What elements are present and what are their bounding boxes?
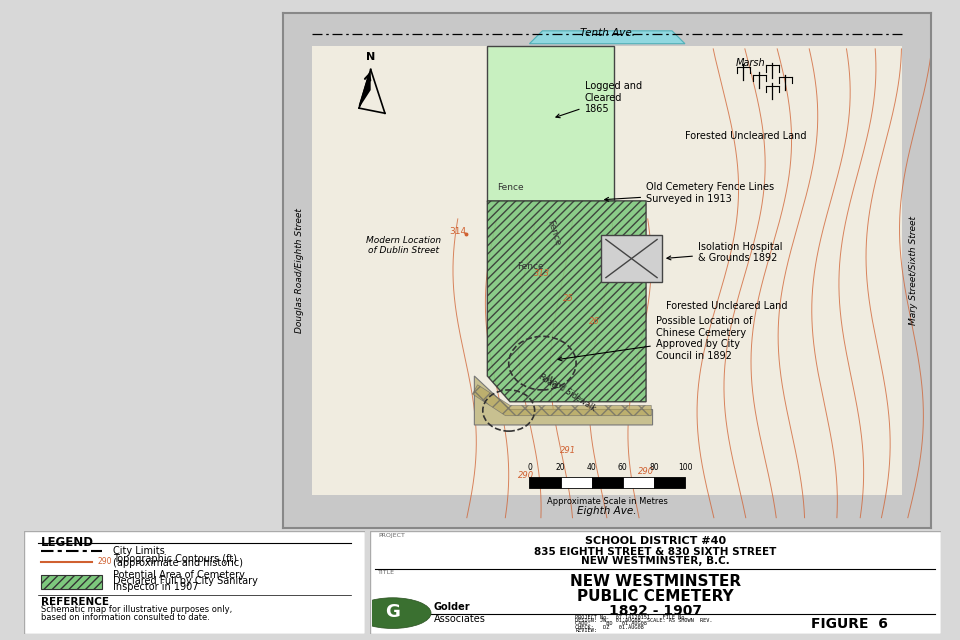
Text: LEGEND: LEGEND — [41, 536, 94, 549]
Text: CHECK:   DZ   01.AUG08: CHECK: DZ 01.AUG08 — [575, 625, 644, 630]
Text: G: G — [385, 604, 400, 621]
Bar — [561, 477, 591, 488]
Text: 314: 314 — [449, 227, 467, 236]
Text: N: N — [366, 52, 375, 61]
Text: Old Cemetery Fence Lines
Surveyed in 1913: Old Cemetery Fence Lines Surveyed in 191… — [605, 182, 774, 204]
Text: Potential Area of Cemetery: Potential Area of Cemetery — [112, 570, 245, 580]
Text: 835 EIGHTH STREET & 830 SIXTH STREET: 835 EIGHTH STREET & 830 SIXTH STREET — [534, 547, 777, 557]
Text: based on information consulted to date.: based on information consulted to date. — [41, 613, 210, 622]
Text: Topographic Contours (ft): Topographic Contours (ft) — [112, 554, 236, 564]
Polygon shape — [359, 70, 371, 108]
Polygon shape — [530, 31, 685, 44]
Bar — [41, 575, 103, 589]
Bar — [283, 13, 931, 46]
Text: 80: 80 — [649, 463, 659, 472]
Bar — [591, 477, 623, 488]
Bar — [902, 13, 931, 528]
Text: (approximate and historic): (approximate and historic) — [112, 558, 243, 568]
Polygon shape — [472, 385, 651, 416]
Text: Isolation Hospital
& Grounds 1892: Isolation Hospital & Grounds 1892 — [667, 241, 782, 263]
Text: Logged and
Cleared
1865: Logged and Cleared 1865 — [556, 81, 641, 118]
Bar — [530, 477, 561, 488]
Circle shape — [354, 598, 431, 628]
Text: Road: Road — [537, 372, 559, 390]
Text: Eighth Ave.: Eighth Ave. — [578, 506, 636, 516]
Text: 25: 25 — [563, 294, 574, 303]
Bar — [283, 13, 312, 528]
Text: Possible Location of
Chinese Cemetery
Approved by City
Council in 1892: Possible Location of Chinese Cemetery Ap… — [558, 316, 753, 361]
Text: 60: 60 — [618, 463, 628, 472]
Text: FIGURE  6: FIGURE 6 — [811, 617, 888, 631]
Bar — [654, 477, 685, 488]
Text: PROJECT No.  07.14120151    FILE No.: PROJECT No. 07.14120151 FILE No. — [575, 614, 687, 620]
Text: 0: 0 — [527, 463, 532, 472]
Text: SCHOOL DISTRICT #40: SCHOOL DISTRICT #40 — [585, 536, 726, 547]
Text: TITLE: TITLE — [378, 570, 396, 575]
Text: Tenth Ave.: Tenth Ave. — [580, 28, 635, 38]
Text: Modern Location
of Dublin Street: Modern Location of Dublin Street — [366, 236, 441, 255]
Text: Golder: Golder — [434, 602, 470, 612]
Text: 290: 290 — [97, 557, 111, 566]
Text: REFERENCE: REFERENCE — [41, 596, 109, 607]
Text: Declared Full by City Sanitary: Declared Full by City Sanitary — [112, 577, 257, 586]
Text: NEW WESTMINSTER, B.C.: NEW WESTMINSTER, B.C. — [581, 556, 730, 566]
Text: Mary Street/Sixth Street: Mary Street/Sixth Street — [908, 216, 918, 325]
Text: Marsh: Marsh — [735, 58, 765, 68]
Text: CADD:     BD   01.AUG08: CADD: BD 01.AUG08 — [575, 621, 647, 627]
Polygon shape — [488, 46, 613, 201]
Bar — [601, 236, 662, 282]
Polygon shape — [474, 376, 653, 425]
Text: 40: 40 — [587, 463, 596, 472]
Text: 290: 290 — [518, 470, 535, 479]
Text: 20: 20 — [556, 463, 565, 472]
Text: Approximate Scale in Metres: Approximate Scale in Metres — [547, 497, 667, 506]
Polygon shape — [488, 201, 646, 402]
Text: Fence: Fence — [545, 220, 563, 247]
Text: Schematic map for illustrative purposes only,: Schematic map for illustrative purposes … — [41, 605, 232, 614]
Text: 26: 26 — [588, 317, 600, 326]
Text: REVIEW:: REVIEW: — [575, 628, 597, 633]
Text: Douglas Road/Eighth Street: Douglas Road/Eighth Street — [295, 208, 304, 333]
Text: Inspector in 1907: Inspector in 1907 — [112, 582, 198, 592]
Text: Forested Uncleared Land: Forested Uncleared Land — [685, 131, 806, 141]
Text: 291: 291 — [561, 446, 576, 455]
Text: 100: 100 — [678, 463, 692, 472]
Text: City Limits: City Limits — [112, 546, 164, 556]
Text: Associates: Associates — [434, 614, 486, 624]
Text: PROJECT: PROJECT — [378, 533, 405, 538]
Text: 290: 290 — [638, 467, 654, 476]
Text: 1892 - 1907: 1892 - 1907 — [609, 604, 702, 618]
Text: DESIGN: JW   01.AUG08  SCALE: AS SHOWN  REV.: DESIGN: JW 01.AUG08 SCALE: AS SHOWN REV. — [575, 618, 712, 623]
Text: 313: 313 — [535, 269, 550, 278]
Bar — [623, 477, 654, 488]
Text: PUBLIC CEMETERY: PUBLIC CEMETERY — [577, 589, 733, 604]
Text: Forested Uncleared Land: Forested Uncleared Land — [665, 301, 787, 312]
Text: NEW WESTMINSTER: NEW WESTMINSTER — [569, 574, 741, 589]
Bar — [283, 495, 931, 528]
Text: Fence: Fence — [497, 184, 523, 193]
Text: Wood Sidewalk: Wood Sidewalk — [543, 374, 597, 413]
Text: Fence: Fence — [517, 262, 544, 271]
